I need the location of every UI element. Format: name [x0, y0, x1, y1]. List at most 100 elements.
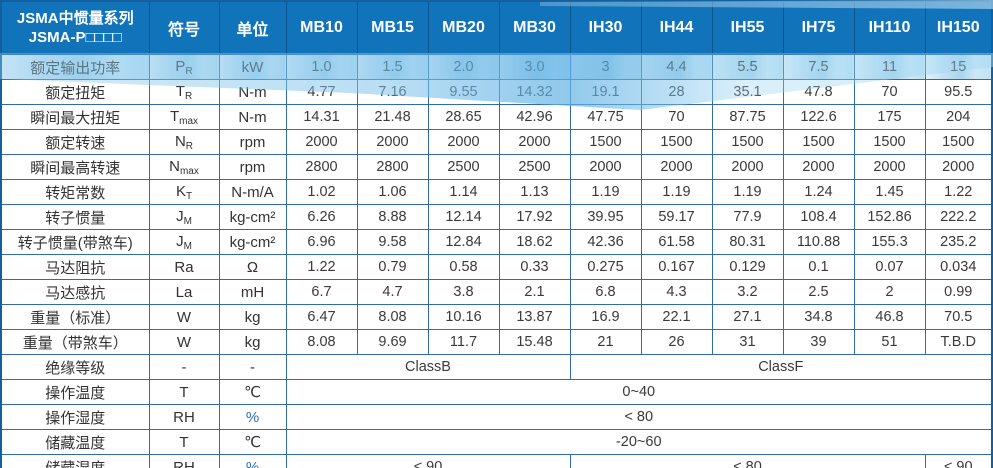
unit-cell: Ω [218, 254, 287, 280]
value-cell: 3.0 [498, 54, 571, 80]
col-header-model-mb10: MB10 [285, 0, 358, 55]
value-cell: 0.07 [853, 254, 926, 280]
unit-cell: rpm [218, 129, 287, 155]
value-cell: 13.87 [498, 304, 571, 330]
value-cell: 3.8 [427, 279, 500, 305]
value-cell: 0.33 [498, 254, 571, 280]
value-cell: 39 [782, 329, 855, 355]
symbol-cell: JM [148, 204, 220, 230]
value-cell: 18.62 [498, 229, 571, 255]
value-cell: 1500 [640, 129, 713, 155]
symbol-cell: T [148, 379, 220, 405]
value-cell: 108.4 [782, 204, 855, 230]
unit-cell: mH [218, 279, 287, 305]
row-label: 绝缘等级 [0, 354, 150, 380]
span-cell: ClassB [285, 354, 571, 380]
value-cell: 2000 [285, 129, 358, 155]
value-cell: 6.47 [285, 304, 358, 330]
col-header-model-ih150: IH150 [924, 0, 993, 55]
symbol-cell: KT [148, 179, 220, 205]
value-cell: 1.22 [924, 179, 993, 205]
symbol-cell: RH [148, 454, 220, 468]
col-header-model-ih30: IH30 [569, 0, 642, 55]
value-cell: 28 [640, 79, 713, 105]
value-cell: 6.96 [285, 229, 358, 255]
value-cell: 1500 [711, 129, 784, 155]
row-label: 操作温度 [0, 379, 150, 405]
symbol-cell: - [148, 354, 220, 380]
row-label: 马达阻抗 [0, 254, 150, 280]
value-cell: 0.1 [782, 254, 855, 280]
table-row: 操作温度 T ℃ 0~40 [0, 379, 993, 405]
value-cell: 152.86 [853, 204, 926, 230]
span-cell: < 90 [285, 454, 571, 468]
value-cell: 2000 [569, 154, 642, 180]
value-cell: 1.14 [427, 179, 500, 205]
symbol-cell: NR [148, 129, 220, 155]
value-cell: 1500 [853, 129, 926, 155]
value-cell: 80.31 [711, 229, 784, 255]
col-header-model-ih55: IH55 [711, 0, 784, 55]
symbol-cell: La [148, 279, 220, 305]
span-cell: < 90 [924, 454, 993, 468]
row-label: 转子惯量(带煞车) [0, 229, 150, 255]
col-header-unit: 单位 [218, 0, 287, 55]
unit-cell: kg-cm² [218, 204, 287, 230]
table-row: 额定扭矩 TR N-m 4.77 7.16 9.55 14.32 19.1 28 35.1 47.8… [0, 79, 993, 105]
value-cell: 21.48 [356, 104, 429, 130]
value-cell: 2.5 [782, 279, 855, 305]
value-cell: 2500 [498, 154, 571, 180]
unit-cell: kg-cm² [218, 229, 287, 255]
value-cell: 2500 [427, 154, 500, 180]
col-header-model-mb30: MB30 [498, 0, 571, 55]
value-cell: 51 [853, 329, 926, 355]
value-cell: 2000 [427, 129, 500, 155]
value-cell: 4.4 [640, 54, 713, 80]
value-cell: 28.65 [427, 104, 500, 130]
col-header-model-ih75: IH75 [782, 0, 855, 55]
symbol-cell: W [148, 304, 220, 330]
symbol-cell: Nmax [148, 154, 220, 180]
value-cell: 1.02 [285, 179, 358, 205]
row-label: 重量（带煞车） [0, 329, 150, 355]
value-cell: 9.55 [427, 79, 500, 105]
value-cell: 8.88 [356, 204, 429, 230]
value-cell: 39.95 [569, 204, 642, 230]
value-cell: 16.9 [569, 304, 642, 330]
value-cell: 9.69 [356, 329, 429, 355]
value-cell: 8.08 [285, 329, 358, 355]
table-row: 储藏温度 T ℃ -20~60 [0, 429, 993, 455]
value-cell: 175 [853, 104, 926, 130]
value-cell: 10.16 [427, 304, 500, 330]
value-cell: 7.16 [356, 79, 429, 105]
value-cell: 1.24 [782, 179, 855, 205]
series-title-line2: JSMA-P□□□□ [28, 29, 122, 46]
table-row: 绝缘等级 - - ClassB ClassF [0, 354, 993, 380]
row-label: 转矩常数 [0, 179, 150, 205]
table-row: 储藏湿度 RH% < 90 < 80 < 90 [0, 454, 993, 468]
symbol-cell: W [148, 329, 220, 355]
table-row: 额定输出功率 PR kW 1.0 1.5 2.0 3.0 3 4.4 5.5 7.5 11 15 [0, 54, 993, 80]
row-label: 操作湿度 [0, 404, 150, 430]
value-cell: 2000 [498, 129, 571, 155]
row-label: 重量（标准） [0, 304, 150, 330]
symbol-cell: JM [148, 229, 220, 255]
value-cell: 34.8 [782, 304, 855, 330]
value-cell: 6.26 [285, 204, 358, 230]
unit-cell: ℃ [218, 429, 287, 455]
value-cell: 1.06 [356, 179, 429, 205]
header-row: JSMA中惯量系列 JSMA-P□□□□ 符号 单位 MB10 MB15 MB20 M… [0, 0, 993, 55]
unit-cell: kg [218, 304, 287, 330]
value-cell: 12.84 [427, 229, 500, 255]
unit-cell: - [218, 354, 287, 380]
value-cell: 1.13 [498, 179, 571, 205]
symbol-cell: PR [148, 54, 220, 80]
value-cell: 15.48 [498, 329, 571, 355]
unit-cell: % [218, 454, 287, 468]
value-cell: 2000 [356, 129, 429, 155]
value-cell: 2 [853, 279, 926, 305]
value-cell: 0.129 [711, 254, 784, 280]
value-cell: 47.75 [569, 104, 642, 130]
